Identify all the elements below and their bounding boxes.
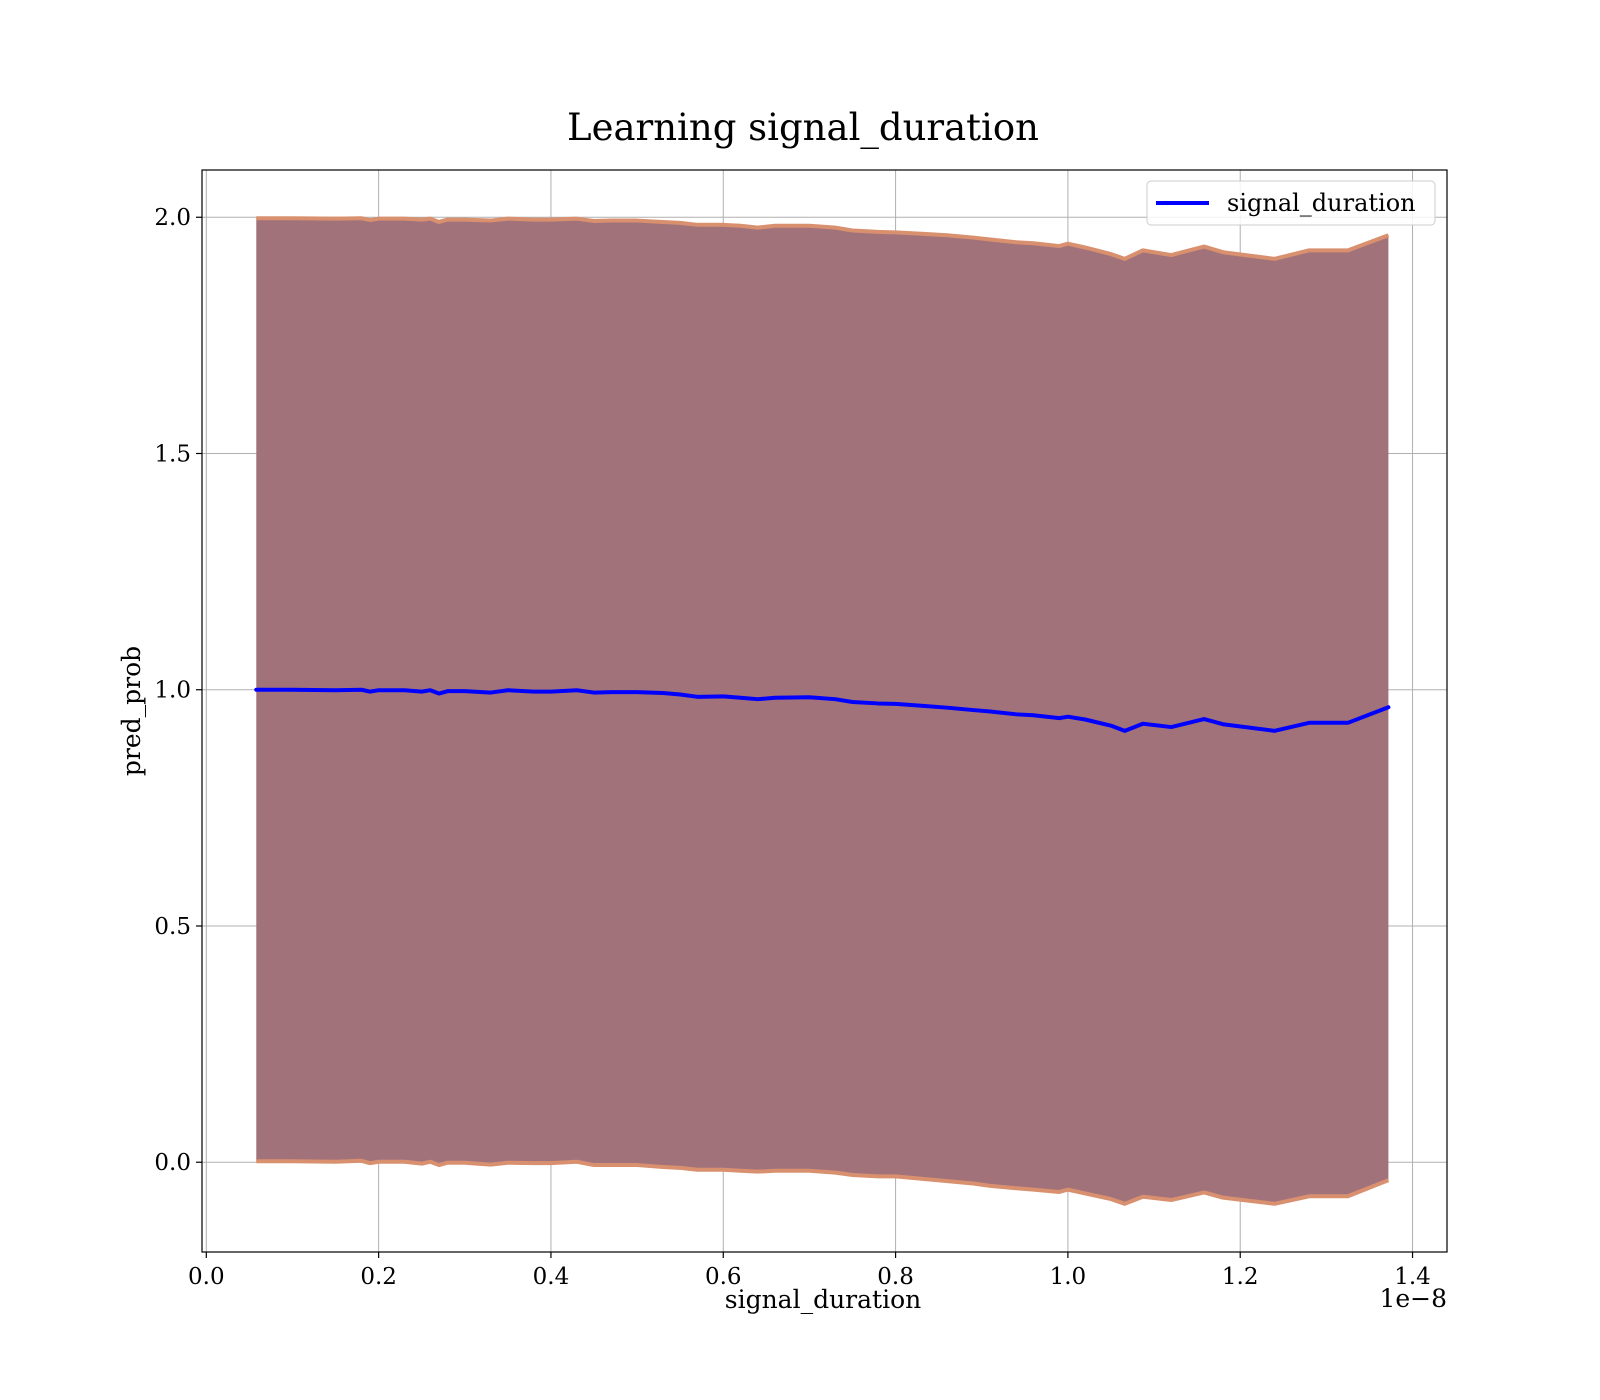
x-axis-ticks: 0.0 0.2 0.4 0.6 0.8 1.0 1.2 1.4 bbox=[188, 1252, 1431, 1290]
x-tick-label: 0.8 bbox=[877, 1264, 914, 1290]
legend: signal_duration bbox=[1146, 180, 1436, 226]
y-tick-label: 1.0 bbox=[154, 678, 191, 704]
y-tick-label: 1.5 bbox=[154, 441, 191, 467]
y-axis-ticks: 0.0 0.5 1.0 1.5 2.0 bbox=[154, 205, 202, 1176]
x-tick-label: 1.2 bbox=[1222, 1264, 1259, 1290]
x-tick-label: 1.0 bbox=[1050, 1264, 1087, 1290]
y-axis-label: pred_prob bbox=[117, 646, 146, 776]
legend-label: signal_duration bbox=[1227, 189, 1416, 217]
x-tick-label: 0.6 bbox=[705, 1264, 742, 1290]
plot-frame bbox=[201, 169, 1448, 1253]
band-area bbox=[256, 218, 1389, 1204]
y-tick-label: 0.5 bbox=[154, 914, 191, 940]
series-lines bbox=[254, 687, 1391, 733]
band-lower-edge bbox=[256, 1158, 1390, 1206]
band-upper-edge bbox=[256, 216, 1390, 261]
x-tick-label: 1.4 bbox=[1394, 1264, 1431, 1290]
x-tick-label: 0.0 bbox=[188, 1264, 225, 1290]
x-tick-label: 0.2 bbox=[360, 1264, 397, 1290]
chart-title: Learning signal_duration bbox=[567, 106, 1039, 150]
y-tick-label: 2.0 bbox=[154, 205, 191, 231]
series-line bbox=[254, 687, 1391, 733]
x-tick-label: 0.4 bbox=[533, 1264, 570, 1290]
x-axis-offset-label: 1e−8 bbox=[1379, 1284, 1447, 1313]
y-tick-label: 0.0 bbox=[154, 1150, 191, 1176]
confidence-band bbox=[256, 216, 1390, 1206]
x-axis-label: signal_duration bbox=[725, 1285, 921, 1314]
legend-box bbox=[1146, 180, 1436, 226]
